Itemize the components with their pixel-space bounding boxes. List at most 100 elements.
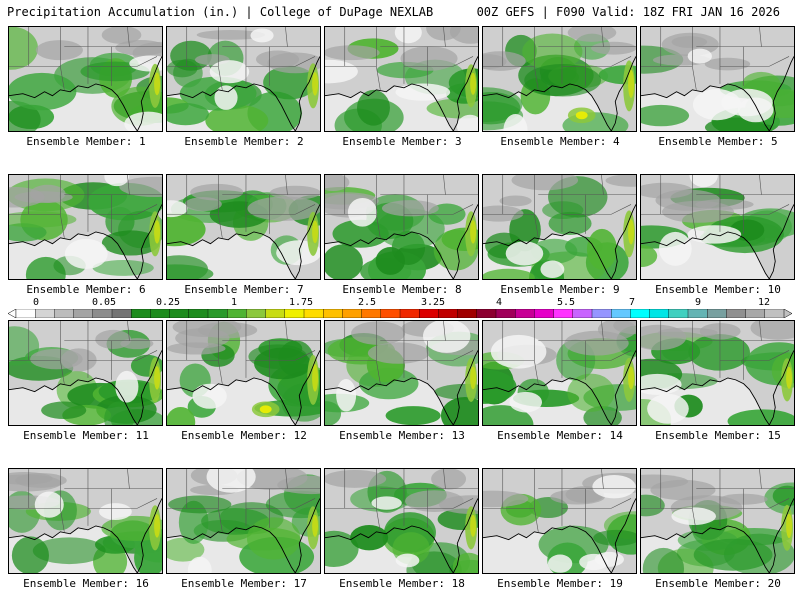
scale-tick-label: 4 xyxy=(495,297,503,308)
scale-tick-label: 2.5 xyxy=(357,297,377,308)
ensemble-map-1 xyxy=(8,26,163,132)
precip-field xyxy=(167,175,320,279)
ensemble-map-12 xyxy=(166,320,321,426)
ensemble-map-19 xyxy=(482,468,637,574)
precip-field xyxy=(641,321,794,425)
color-scale: 0 0.05 0.25 1 1.75 2.5 3.25 4 5.5 7 9 12 xyxy=(8,297,792,319)
precip-field xyxy=(325,321,478,425)
member-caption: Ensemble Member: 4 xyxy=(500,135,620,148)
scale-tick-label: 1.75 xyxy=(288,297,314,308)
scale-swatch xyxy=(495,309,516,318)
scale-swatch xyxy=(764,309,785,318)
member-caption: Ensemble Member: 3 xyxy=(342,135,462,148)
precip-field xyxy=(167,321,320,425)
scale-tick-label: 12 xyxy=(757,297,771,308)
precip-field xyxy=(483,27,636,131)
member-caption: Ensemble Member: 12 xyxy=(181,429,307,442)
scale-swatch xyxy=(611,309,631,318)
scale-swatch xyxy=(35,309,55,318)
member-caption: Ensemble Member: 17 xyxy=(181,577,307,590)
ensemble-map-3 xyxy=(324,26,479,132)
scale-swatch xyxy=(707,309,727,318)
scale-swatch xyxy=(726,309,747,318)
member-caption: Ensemble Member: 1 xyxy=(26,135,146,148)
precip-field xyxy=(325,175,478,279)
precip-field xyxy=(167,27,320,131)
scale-swatch xyxy=(476,309,497,318)
member-caption: Ensemble Member: 11 xyxy=(23,429,149,442)
member-caption: Ensemble Member: 8 xyxy=(342,283,462,296)
precip-field xyxy=(641,469,794,573)
precip-field xyxy=(9,175,162,279)
precip-field xyxy=(483,175,636,279)
scale-swatch xyxy=(457,309,478,318)
scale-swatch xyxy=(438,309,459,318)
member-caption: Ensemble Member: 14 xyxy=(497,429,623,442)
scale-swatch xyxy=(207,309,228,318)
scale-tick-label: 0.25 xyxy=(155,297,181,308)
scale-swatch xyxy=(15,309,36,318)
scale-swatch xyxy=(169,309,190,318)
ensemble-map-14 xyxy=(482,320,637,426)
scale-right-arrow xyxy=(783,309,792,318)
member-caption: Ensemble Member: 6 xyxy=(26,283,146,296)
member-caption: Ensemble Member: 9 xyxy=(500,283,620,296)
precip-field xyxy=(9,321,162,425)
map-title: Precipitation Accumulation (in.) | Colle… xyxy=(7,5,434,19)
member-caption: Ensemble Member: 10 xyxy=(655,283,781,296)
member-caption: Ensemble Member: 15 xyxy=(655,429,781,442)
ensemble-map-10 xyxy=(640,174,795,280)
member-caption: Ensemble Member: 5 xyxy=(658,135,778,148)
precip-field xyxy=(483,469,636,573)
scale-tick-label: 0 xyxy=(32,297,40,308)
scale-swatch xyxy=(130,309,151,318)
scale-tick-label: 9 xyxy=(694,297,702,308)
scale-swatch xyxy=(515,309,535,318)
precip-field xyxy=(325,27,478,131)
scale-tick-label: 5.5 xyxy=(556,297,576,308)
member-caption: Ensemble Member: 13 xyxy=(339,429,465,442)
scale-swatch xyxy=(687,309,708,318)
scale-swatch xyxy=(553,309,574,318)
precip-field xyxy=(167,469,320,573)
scale-swatch xyxy=(380,309,401,318)
precip-field xyxy=(641,175,794,279)
ensemble-map-2 xyxy=(166,26,321,132)
scale-swatch xyxy=(92,309,113,318)
ensemble-map-9 xyxy=(482,174,637,280)
ensemble-map-4 xyxy=(482,26,637,132)
precip-field xyxy=(641,27,794,131)
ensemble-map-8 xyxy=(324,174,479,280)
ensemble-map-20 xyxy=(640,468,795,574)
scale-swatch xyxy=(649,309,670,318)
scale-left-arrow xyxy=(8,309,17,318)
ensemble-map-11 xyxy=(8,320,163,426)
member-caption: Ensemble Member: 2 xyxy=(184,135,304,148)
scale-swatch xyxy=(591,309,612,318)
scale-swatch xyxy=(361,309,382,318)
precip-field xyxy=(325,469,478,573)
scale-swatch xyxy=(323,309,343,318)
ensemble-map-18 xyxy=(324,468,479,574)
member-caption: Ensemble Member: 7 xyxy=(184,283,304,296)
color-scale-labels: 0 0.05 0.25 1 1.75 2.5 3.25 4 5.5 7 9 12 xyxy=(8,297,792,309)
scale-swatch xyxy=(188,309,209,318)
scale-swatch xyxy=(246,309,267,318)
scale-swatch xyxy=(399,309,420,318)
scale-swatch xyxy=(73,309,94,318)
scale-tick-label: 1 xyxy=(230,297,238,308)
scale-swatch xyxy=(534,309,555,318)
member-caption: Ensemble Member: 18 xyxy=(339,577,465,590)
precip-field xyxy=(9,469,162,573)
ensemble-map-16 xyxy=(8,468,163,574)
member-caption: Ensemble Member: 19 xyxy=(497,577,623,590)
scale-swatch xyxy=(54,309,75,318)
ensemble-map-13 xyxy=(324,320,479,426)
scale-tick-label: 0.05 xyxy=(91,297,117,308)
member-caption: Ensemble Member: 16 xyxy=(23,577,149,590)
scale-swatch xyxy=(668,309,689,318)
color-scale-bar xyxy=(8,309,792,318)
ensemble-map-7 xyxy=(166,174,321,280)
scale-swatch xyxy=(265,309,286,318)
scale-swatch xyxy=(745,309,766,318)
